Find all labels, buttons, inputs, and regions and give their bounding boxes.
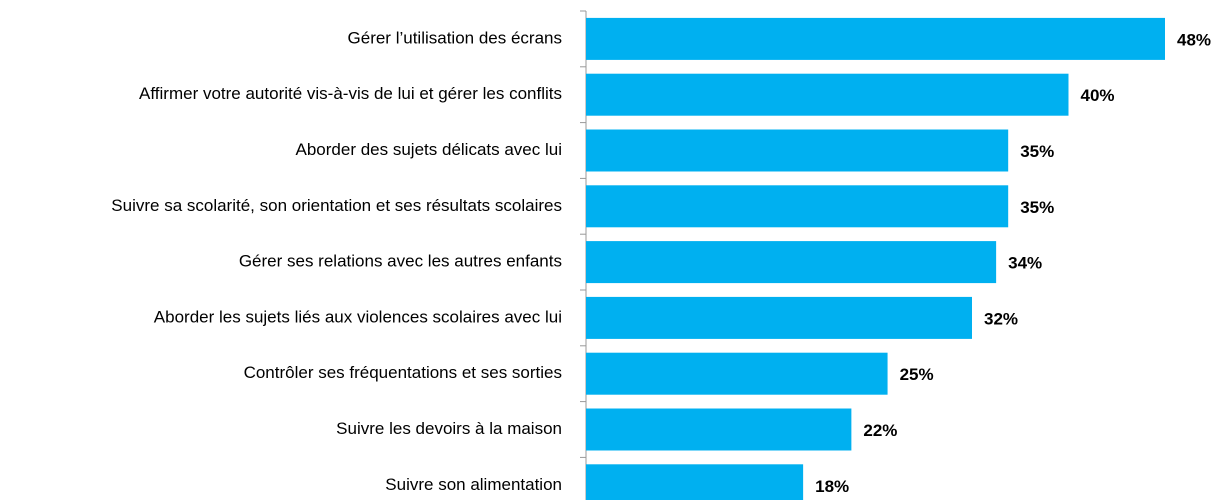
bar (586, 73, 1069, 116)
value-label: 40% (1081, 86, 1115, 105)
value-label: 25% (900, 365, 934, 384)
bar (586, 241, 997, 284)
bar (586, 17, 1165, 60)
value-label: 22% (863, 421, 897, 440)
bar (586, 185, 1009, 228)
bar (586, 129, 1009, 172)
category-label: Gérer ses relations avec les autres enfa… (239, 252, 562, 271)
value-label: 48% (1177, 30, 1211, 49)
value-label: 35% (1020, 142, 1054, 161)
bar (586, 464, 804, 500)
bar (586, 296, 972, 339)
value-label: 35% (1020, 198, 1054, 217)
value-label: 34% (1008, 254, 1042, 273)
category-label: Aborder les sujets liés aux violences sc… (154, 307, 562, 326)
category-label: Suivre les devoirs à la maison (336, 419, 562, 438)
category-label: Gérer l’utilisation des écrans (348, 28, 562, 47)
category-label: Suivre sa scolarité, son orientation et … (111, 196, 562, 215)
bar (586, 352, 888, 395)
category-label: Suivre son alimentation (385, 475, 562, 494)
category-label: Contrôler ses fréquentations et ses sort… (244, 363, 562, 382)
value-label: 18% (815, 477, 849, 496)
value-label: 32% (984, 309, 1018, 328)
bar (586, 408, 852, 451)
category-label: Affirmer votre autorité vis-à-vis de lui… (139, 84, 562, 103)
category-label: Aborder des sujets délicats avec lui (296, 140, 562, 159)
